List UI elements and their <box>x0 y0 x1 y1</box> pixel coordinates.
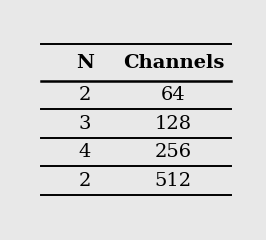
Text: 256: 256 <box>155 143 192 161</box>
Text: 2: 2 <box>78 172 91 190</box>
Text: 3: 3 <box>78 114 91 132</box>
Text: 64: 64 <box>161 86 186 104</box>
Text: 2: 2 <box>78 86 91 104</box>
Text: N: N <box>76 54 94 72</box>
Text: 4: 4 <box>78 143 91 161</box>
Text: 512: 512 <box>155 172 192 190</box>
Text: Channels: Channels <box>123 54 224 72</box>
Text: 128: 128 <box>155 114 192 132</box>
